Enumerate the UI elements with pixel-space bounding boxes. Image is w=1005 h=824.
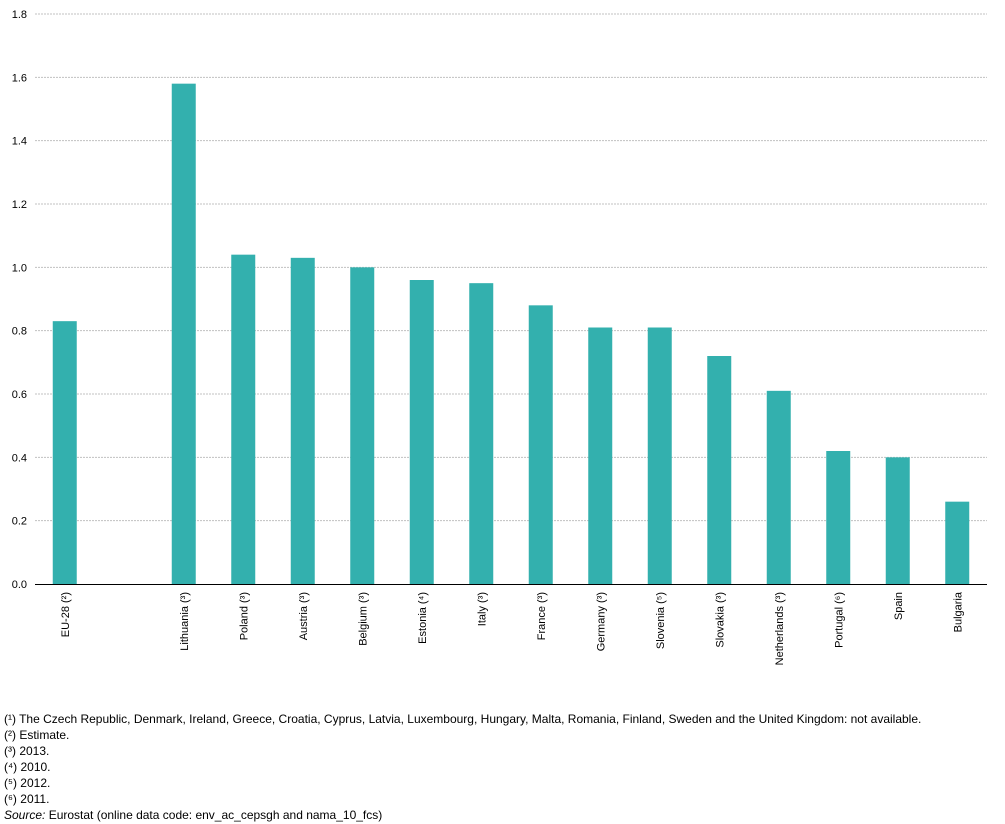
bar [707, 356, 732, 584]
bar [52, 321, 77, 584]
bar [290, 257, 315, 584]
x-axis-tick-labels: EU-28 (²) Lithuania (³) Poland (³) Austria … [60, 591, 965, 665]
y-tick-label: 0.8 [12, 326, 27, 338]
y-axis-tick-labels: 0.0 0.2 0.4 0.6 0.8 1.0 1.2 1.4 1.6 1.8 [12, 9, 27, 591]
bar [231, 254, 256, 584]
x-tick-label: EU-28 (²) [60, 592, 72, 637]
y-tick-label: 0.0 [12, 579, 27, 591]
bar [469, 283, 494, 584]
x-tick-label: Netherlands (³) [774, 592, 786, 665]
bars [52, 83, 970, 585]
x-tick-label: Slovenia (⁵) [655, 592, 667, 649]
y-tick-label: 1.6 [12, 72, 27, 84]
x-tick-label: Estonia (⁴) [417, 592, 429, 644]
x-tick-label: Germany (³) [595, 592, 607, 651]
source-text: Eurostat (online data code: env_ac_cepsg… [45, 808, 383, 822]
bar [766, 390, 791, 584]
y-tick-label: 0.4 [12, 452, 27, 464]
footnote-5: (⁵) 2012. [4, 776, 51, 790]
y-tick-label: 1.4 [12, 136, 27, 148]
footnotes: (¹) The Czech Republic, Denmark, Ireland… [4, 711, 921, 823]
source-line: Source: Eurostat (online data code: env_… [4, 807, 921, 823]
x-tick-label: Bulgaria [952, 591, 964, 632]
x-tick-label: Spain [893, 592, 905, 620]
y-tick-label: 1.0 [12, 262, 27, 274]
bar [350, 267, 375, 584]
x-tick-label: France (³) [536, 592, 548, 640]
bar [588, 327, 613, 584]
bar [171, 83, 196, 585]
source-label: Source: [4, 808, 46, 822]
x-tick-label: Lithuania (³) [179, 592, 191, 651]
footnote-4: (⁴) 2010. [4, 760, 51, 774]
bar [409, 280, 434, 584]
x-tick-label: Austria (³) [298, 592, 310, 640]
x-tick-label: Poland (³) [238, 592, 250, 640]
y-tick-label: 1.8 [12, 9, 27, 21]
bar [826, 451, 851, 584]
bar [647, 327, 672, 584]
bar-chart: 0.0 0.2 0.4 0.6 0.8 1.0 1.2 1.4 1.6 1.8 EU-28 (²)… [12, 9, 987, 665]
x-tick-label: Belgium (³) [357, 592, 369, 646]
footnote-1: (¹) The Czech Republic, Denmark, Ireland… [4, 712, 922, 726]
bar [885, 457, 910, 584]
x-tick-label: Italy (³) [476, 592, 488, 626]
y-tick-label: 0.2 [12, 516, 27, 528]
bar [945, 501, 970, 584]
footnote-6: (⁶) 2011. [4, 792, 50, 806]
x-tick-label: Slovakia (³) [714, 592, 726, 648]
y-tick-label: 1.2 [12, 199, 27, 211]
footnote-3: (³) 2013. [4, 744, 50, 758]
footnote-2: (²) Estimate. [4, 728, 70, 742]
y-tick-label: 0.6 [12, 389, 27, 401]
bar [528, 305, 553, 584]
x-tick-label: Portugal (⁶) [833, 592, 845, 648]
